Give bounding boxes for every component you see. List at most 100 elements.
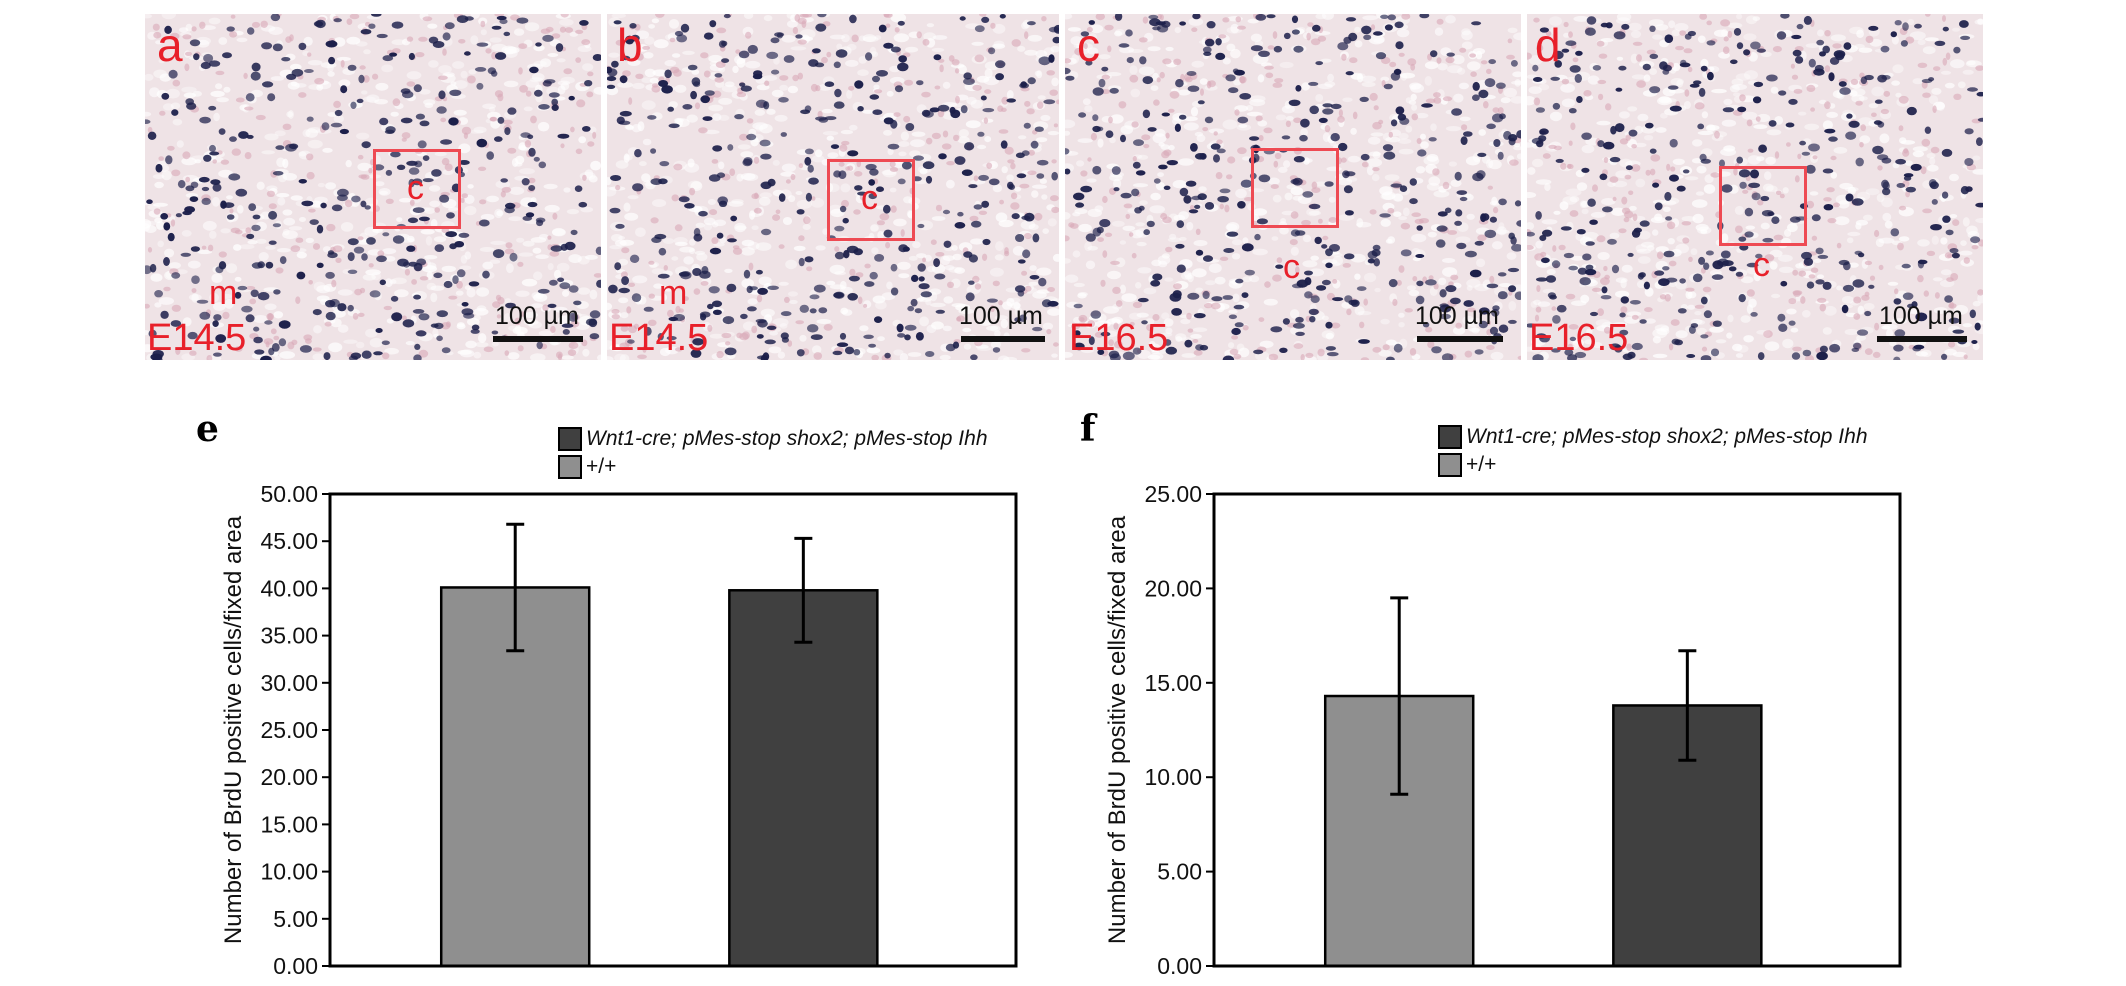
stained-nucleus <box>708 174 721 182</box>
stained-nucleus <box>935 309 945 314</box>
stained-nucleus <box>817 14 827 18</box>
stained-nucleus <box>254 349 265 355</box>
stained-nucleus <box>664 69 672 79</box>
legend-item-mutant: Wnt1-cre; pMes-stop shox2; pMes-stop Ihh <box>1438 423 1868 451</box>
stained-nucleus <box>527 201 538 208</box>
stained-nucleus <box>1948 317 1960 324</box>
stained-nucleus <box>1052 36 1059 44</box>
stained-nucleus <box>1838 81 1847 87</box>
stained-nucleus <box>815 23 827 32</box>
stained-nucleus <box>537 288 550 294</box>
region-box <box>1719 166 1807 246</box>
stained-nucleus <box>1085 60 1093 66</box>
stained-nucleus <box>413 294 421 300</box>
stained-nucleus <box>542 80 552 87</box>
y-tick-label: 10.00 <box>1144 764 1202 790</box>
stained-nucleus <box>1568 265 1578 271</box>
stained-nucleus <box>213 314 222 321</box>
stained-nucleus <box>717 196 728 205</box>
stained-nucleus <box>1516 220 1521 227</box>
stained-nucleus <box>1228 87 1239 94</box>
stained-nucleus <box>1676 185 1686 192</box>
stained-nucleus <box>1930 224 1942 231</box>
stained-nucleus <box>714 73 723 78</box>
stained-nucleus <box>1766 74 1778 82</box>
stained-nucleus <box>1614 345 1623 353</box>
stained-nucleus <box>1308 308 1319 316</box>
stained-nucleus <box>474 67 487 72</box>
stained-nucleus <box>1893 344 1904 352</box>
stained-nucleus <box>535 42 542 47</box>
stained-nucleus <box>726 283 737 293</box>
stage-label: E14.5 <box>609 317 709 359</box>
stained-nucleus <box>657 273 670 279</box>
stained-nucleus <box>776 32 783 39</box>
legend-label: Wnt1-cre; pMes-stop shox2; pMes-stop Ihh <box>1466 425 1868 448</box>
stained-nucleus <box>727 144 734 151</box>
y-axis-label: Number of BrdU positive cells/fixed area <box>1104 515 1131 944</box>
stained-nucleus <box>832 350 843 356</box>
stained-nucleus <box>1344 210 1354 216</box>
stained-nucleus <box>1489 216 1497 223</box>
stained-nucleus <box>534 89 543 97</box>
stained-nucleus <box>795 34 803 39</box>
stained-nucleus <box>767 178 776 187</box>
stained-nucleus <box>448 117 459 126</box>
stained-nucleus <box>1738 236 1747 242</box>
stained-nucleus <box>1868 284 1875 289</box>
stained-nucleus <box>538 161 547 169</box>
stained-nucleus <box>738 50 750 59</box>
stained-nucleus <box>1100 331 1111 337</box>
stained-nucleus <box>965 292 975 302</box>
stained-nucleus <box>1703 262 1710 270</box>
stained-nucleus <box>693 228 701 237</box>
stained-nucleus <box>422 178 434 183</box>
stained-nucleus <box>1671 338 1680 345</box>
stained-nucleus <box>1171 308 1182 316</box>
stained-nucleus <box>1325 262 1333 269</box>
stained-nucleus <box>830 144 840 150</box>
stained-nucleus <box>982 108 995 113</box>
stained-nucleus <box>1270 326 1283 333</box>
stained-nucleus <box>1206 21 1216 29</box>
stained-nucleus <box>406 245 416 252</box>
stained-nucleus <box>767 285 779 290</box>
stained-nucleus <box>1252 153 1260 163</box>
chart-letter-f: f <box>1080 408 1096 450</box>
stained-nucleus <box>872 109 883 115</box>
stained-nucleus <box>1097 349 1105 356</box>
stained-nucleus <box>1304 270 1313 276</box>
stained-nucleus <box>1372 244 1381 251</box>
stained-nucleus <box>452 275 459 284</box>
stained-nucleus <box>1941 353 1948 360</box>
stained-nucleus <box>1235 278 1244 284</box>
stained-nucleus <box>456 269 466 278</box>
stained-nucleus <box>1237 116 1249 124</box>
stained-nucleus <box>413 84 422 93</box>
stained-nucleus <box>1605 22 1613 29</box>
y-tick-label: 45.00 <box>260 528 318 554</box>
stained-nucleus <box>619 75 628 84</box>
stained-nucleus <box>1942 215 1951 223</box>
scale-bar <box>493 336 583 342</box>
stained-nucleus <box>1409 198 1418 205</box>
stained-nucleus <box>1508 285 1517 293</box>
stained-nucleus <box>1325 321 1333 329</box>
stained-nucleus <box>1533 77 1543 82</box>
y-tick-label: 35.00 <box>260 623 318 649</box>
stained-nucleus <box>1584 268 1597 276</box>
stained-nucleus <box>1750 312 1758 317</box>
stained-nucleus <box>253 336 263 344</box>
stained-nucleus <box>1828 136 1838 142</box>
stained-nucleus <box>1120 192 1132 199</box>
stained-nucleus <box>1293 45 1304 53</box>
stained-nucleus <box>1030 140 1039 149</box>
stained-nucleus <box>957 211 964 217</box>
stained-nucleus <box>538 104 550 110</box>
stained-nucleus <box>1974 322 1981 331</box>
stained-nucleus <box>1358 339 1370 344</box>
stained-nucleus <box>1175 79 1184 88</box>
stained-nucleus <box>1816 351 1828 360</box>
scale-label: 100 µm <box>1879 302 1963 330</box>
stained-nucleus <box>1194 204 1201 209</box>
